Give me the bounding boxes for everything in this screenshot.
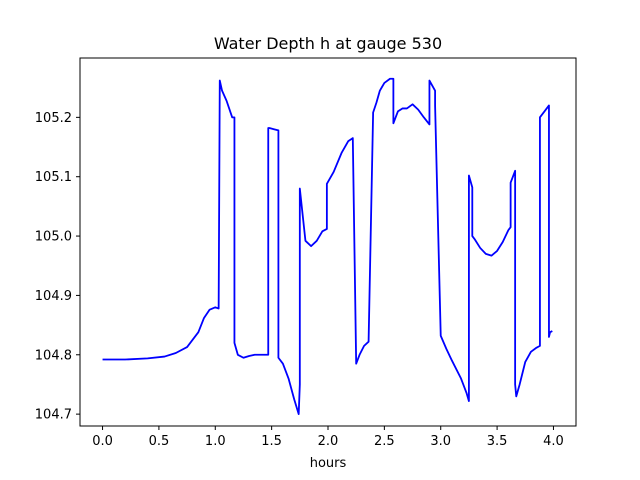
x-tick-label: 1.0: [205, 434, 226, 449]
x-axis-ticks: 0.0 0.5 1.0 1.5 2.0 2.5 3.0 3.5 4.0: [92, 426, 564, 449]
y-tick-label: 105.2: [35, 111, 72, 126]
x-tick-label: 3.0: [430, 434, 451, 449]
chart-title: Water Depth h at gauge 530: [214, 34, 442, 53]
y-tick-label: 105.1: [35, 170, 72, 185]
x-tick-label: 2.0: [318, 434, 339, 449]
y-tick-label: 104.7: [35, 408, 72, 423]
plot-background: [80, 58, 576, 426]
y-tick-label: 104.8: [35, 348, 72, 363]
x-tick-label: 4.0: [543, 434, 564, 449]
y-tick-label: 105.0: [35, 230, 72, 245]
y-axis-ticks: 104.7 104.8 104.9 105.0 105.1 105.2: [35, 111, 80, 423]
x-tick-label: 0.0: [92, 434, 113, 449]
x-axis-label: hours: [310, 456, 347, 471]
x-tick-label: 2.5: [374, 434, 395, 449]
x-tick-label: 1.5: [261, 434, 282, 449]
x-tick-label: 0.5: [149, 434, 170, 449]
series-line: [102, 77, 553, 416]
x-tick-label: 3.5: [487, 434, 508, 449]
y-tick-label: 104.9: [35, 289, 72, 304]
plot-area: [79, 57, 577, 427]
